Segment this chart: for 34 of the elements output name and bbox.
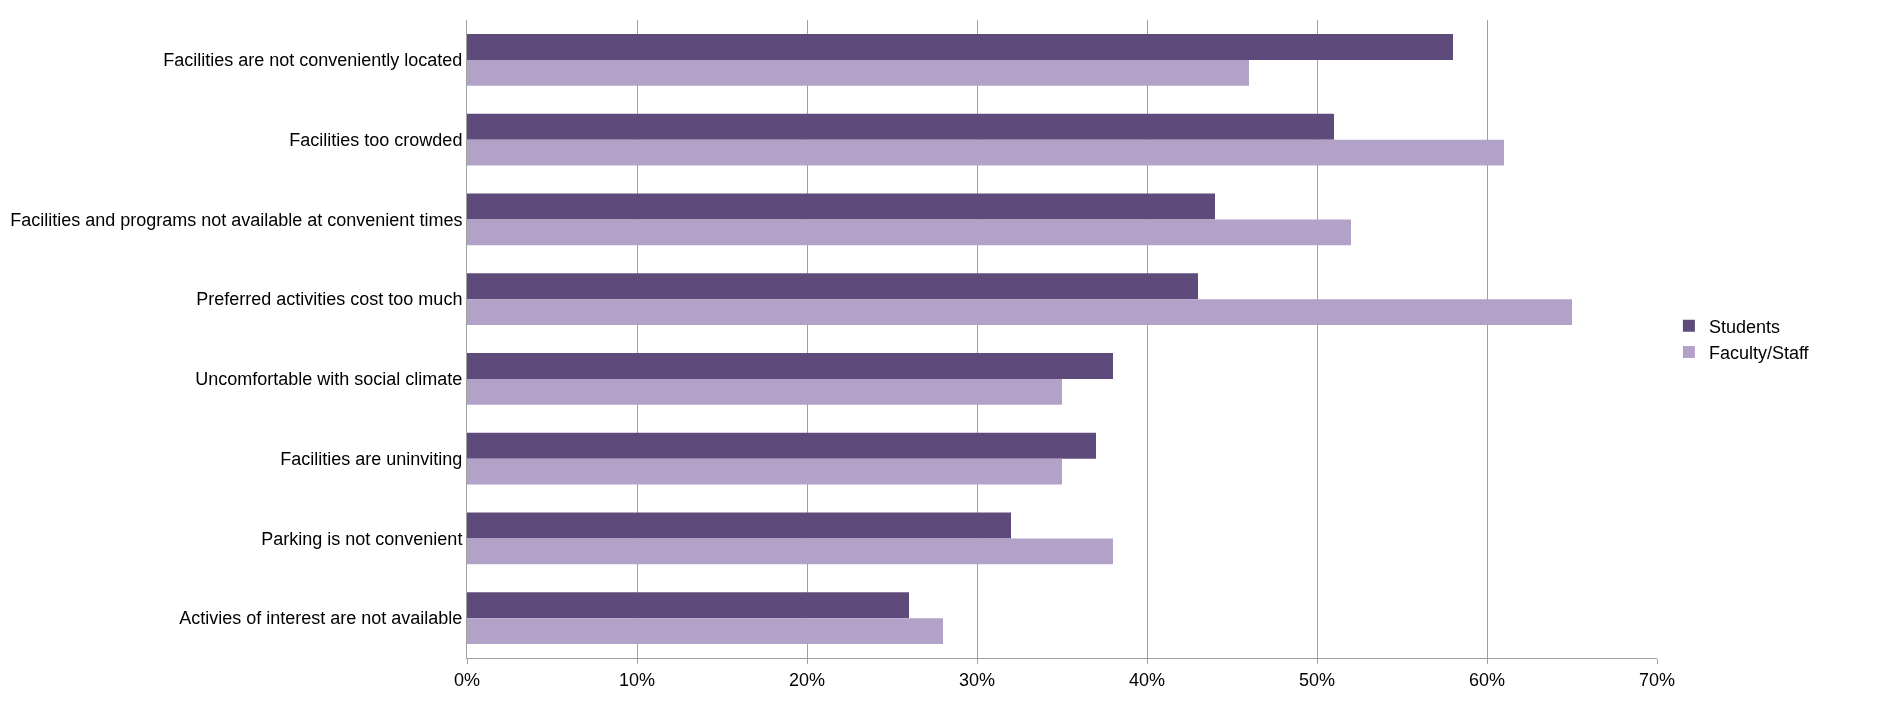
- y-tick-label: Preferred activities cost too much: [196, 289, 463, 310]
- x-tick-label: 60%: [1468, 669, 1506, 690]
- bar: [467, 33, 1453, 60]
- x-tick-label: 20%: [788, 669, 826, 690]
- x-tick-label: 10%: [618, 669, 656, 690]
- bar: [467, 273, 1198, 300]
- bar: [467, 219, 1351, 246]
- bar: [467, 139, 1504, 166]
- bar: [467, 592, 909, 619]
- bar: [467, 538, 1113, 565]
- x-tick-label: 40%: [1128, 669, 1166, 690]
- bar: [467, 113, 1334, 140]
- x-tick-label: 50%: [1298, 669, 1336, 690]
- x-tick-label: 0%: [453, 669, 481, 690]
- y-tick-label: Facilities are not conveniently located: [163, 50, 463, 71]
- bar: [467, 378, 1062, 405]
- y-tick-label: Activies of interest are not available: [179, 608, 463, 629]
- y-tick-label: Facilities and programs not available at convenient times: [10, 209, 463, 230]
- bar: [467, 193, 1215, 220]
- bar: [467, 458, 1062, 485]
- y-tick-label: Parking is not convenient: [261, 528, 463, 549]
- legend-label: Faculty/Staff: [1708, 343, 1810, 364]
- legend-label: Students: [1708, 316, 1780, 337]
- bar: [467, 299, 1572, 326]
- y-tick-label: Facilities too crowded: [289, 129, 463, 150]
- bar: [467, 618, 943, 645]
- x-tick-label: 70%: [1638, 669, 1676, 690]
- bar: [467, 59, 1249, 86]
- y-tick-label: Uncomfortable with social climate: [195, 369, 463, 390]
- y-tick-label: Facilities are uninviting: [280, 448, 463, 469]
- x-tick-label: 30%: [958, 669, 996, 690]
- bar: [467, 512, 1011, 539]
- bar: [467, 432, 1096, 459]
- bar: [467, 352, 1113, 379]
